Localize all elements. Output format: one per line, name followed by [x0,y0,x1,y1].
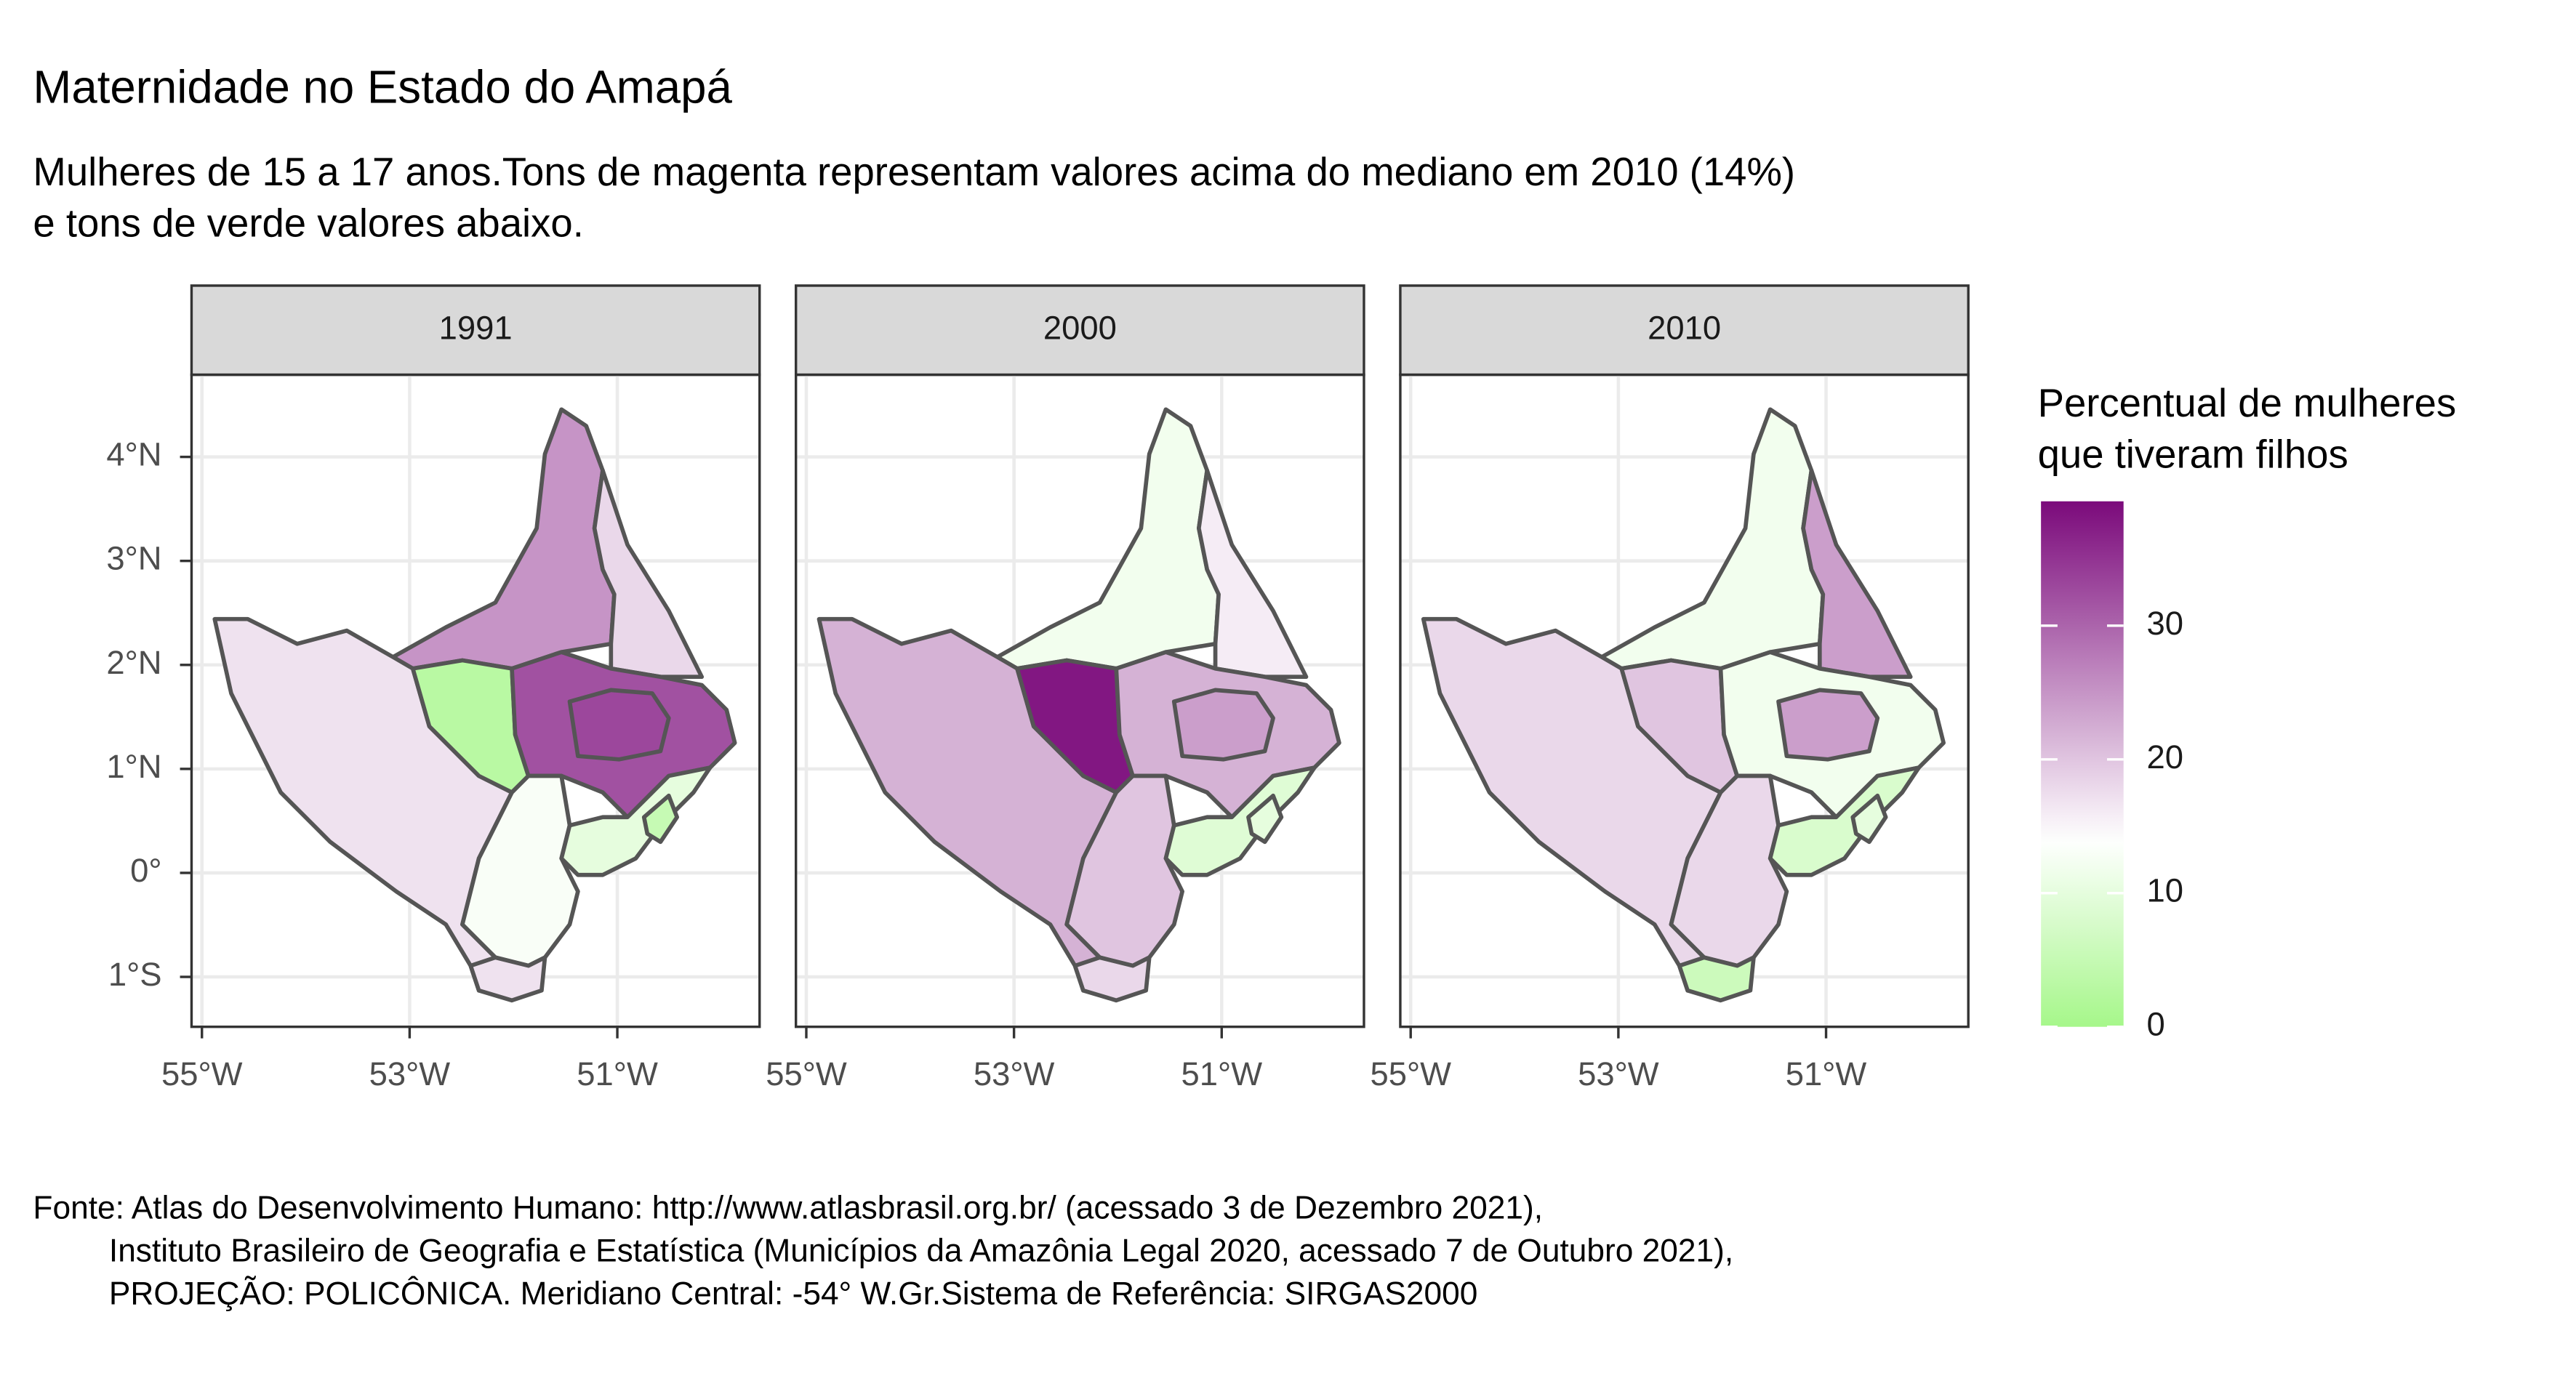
y-tick-label: 4°N [106,436,161,473]
x-tick-label: 51°W [577,1055,658,1092]
legend-label: 30 [2147,605,2184,642]
x-tick-label: 51°W [1181,1055,1263,1092]
region [1072,955,1152,1003]
x-tick-label: 53°W [1578,1055,1659,1092]
panel [191,374,760,1027]
y-tick-label: 1°N [106,748,161,785]
x-tick-label: 55°W [766,1055,847,1092]
y-tick-label: 3°N [106,540,161,577]
region [1677,955,1756,1003]
caption: Fonte: Atlas do Desenvolvimento Humano: … [33,1190,1543,1225]
panel-label: 1991 [439,309,513,346]
region [1850,793,1888,845]
panel-border [1399,373,1970,1028]
legend-label: 10 [2147,872,2184,909]
region [1171,688,1275,762]
x-tick-label: 53°W [974,1055,1055,1092]
caption: PROJEÇÃO: POLICÔNICA. Meridiano Central:… [109,1276,1477,1312]
x-tick-label: 55°W [161,1055,243,1092]
chart-title: Maternidade no Estado do Amapá [33,62,732,113]
panel [1400,374,1969,1027]
region [468,955,547,1003]
region [559,765,713,877]
legend-title: que tiveram filhos [2038,432,2348,477]
x-tick-label: 53°W [369,1055,451,1092]
panel-label: 2000 [1043,309,1117,346]
region [1776,688,1880,762]
region [641,793,680,845]
strip [794,284,1365,377]
colorbar [2041,501,2124,1027]
y-tick-label: 1°S [108,956,162,993]
y-tick-label: 2°N [106,644,161,681]
x-tick-label: 51°W [1786,1055,1867,1092]
caption: Instituto Brasileiro de Geografia e Esta… [109,1233,1733,1269]
strip [190,284,761,377]
subtitle: e tons de verde valores abaixo. [33,201,583,246]
region [1768,765,1921,877]
region [1163,765,1317,877]
panel-border [794,373,1365,1028]
y-tick-label: 0° [130,852,161,889]
panel-border [190,373,761,1028]
legend-title: Percentual de mulheres [2038,381,2457,425]
panel [795,374,1364,1027]
panel-label: 2010 [1648,309,1721,346]
subtitle: Mulheres de 15 a 17 anos.Tons de magenta… [33,150,1795,194]
legend-label: 20 [2147,738,2184,776]
x-tick-label: 55°W [1370,1055,1451,1092]
region [1246,793,1284,845]
region [567,688,671,762]
legend-label: 0 [2147,1006,2165,1043]
